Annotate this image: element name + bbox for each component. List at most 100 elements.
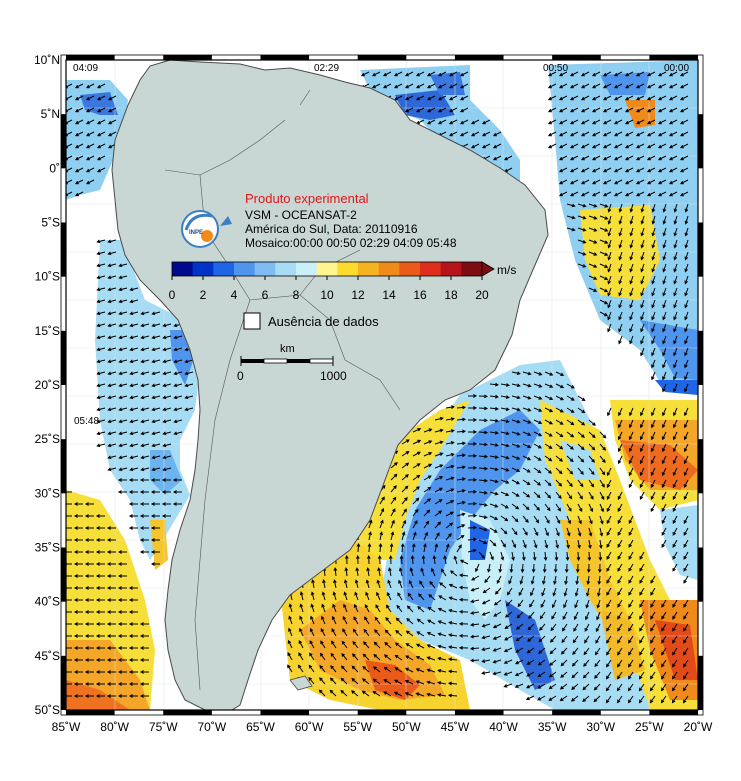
wind-arrow [564, 563, 569, 574]
wind-arrow [547, 143, 557, 149]
wind-arrow [434, 428, 444, 433]
wind-arrow [606, 503, 612, 513]
wind-arrow [640, 227, 645, 237]
scalebar-end: 1000 [320, 369, 347, 383]
wind-arrow [478, 454, 489, 459]
wind-arrow [374, 616, 381, 625]
wind-arrow [580, 155, 590, 161]
wind-arrow [74, 95, 84, 101]
wind-arrow [445, 500, 455, 505]
wind-arrow [624, 143, 634, 149]
wind-arrow [404, 95, 414, 101]
wind-arrow [150, 562, 160, 566]
wind-arrow [500, 539, 506, 548]
wind-arrow [662, 203, 667, 213]
wind-arrow [129, 467, 139, 472]
wind-arrow [299, 627, 304, 637]
wind-arrow [118, 383, 128, 388]
wind-arrow [673, 239, 678, 249]
wind-arrow [106, 538, 116, 542]
wind-arrow [624, 83, 634, 89]
wind-arrow [393, 71, 403, 77]
wind-arrow [617, 647, 623, 656]
lat-label: 40˚S [35, 595, 60, 609]
wind-arrow [351, 665, 359, 673]
wind-arrow [672, 527, 678, 536]
wind-arrow [184, 395, 194, 400]
wind-arrow [151, 371, 161, 376]
pass-time-0000: 00:00 [664, 63, 689, 74]
wind-arrow [661, 431, 667, 441]
frame-segment [698, 222, 703, 277]
wind-arrow [661, 467, 667, 477]
wind-arrow [606, 551, 612, 560]
wind-arrow [555, 431, 564, 438]
wind-arrow [379, 531, 384, 541]
wind-arrow [73, 538, 83, 542]
wind-arrow [173, 347, 183, 352]
wind-arrow [73, 646, 83, 650]
wind-arrow [607, 311, 612, 321]
wind-arrow [558, 143, 568, 149]
wind-arrow [467, 418, 478, 422]
frame-outline [60, 54, 704, 716]
frame-segment [260, 710, 310, 715]
wind-arrow [503, 659, 513, 664]
wind-arrow [575, 575, 579, 585]
wind-arrow [151, 431, 161, 436]
wind-arrow [672, 623, 678, 632]
wind-arrow [470, 622, 480, 627]
wind-arrow [129, 287, 139, 292]
wind-arrow [533, 467, 542, 474]
wind-arrow [426, 656, 436, 661]
wind-arrow [434, 440, 444, 445]
wind-arrow [84, 694, 94, 698]
wind-arrow [599, 287, 609, 293]
wind-arrow [662, 287, 667, 297]
wind-arrow [684, 275, 689, 285]
wind-arrow [657, 107, 667, 113]
wind-arrow [588, 515, 593, 525]
wind-arrow [106, 682, 116, 686]
no-data-swatch [243, 312, 261, 330]
wind-arrow [73, 622, 83, 626]
wind-arrow [66, 526, 72, 530]
wind-arrow [673, 323, 678, 333]
wind-arrow [515, 635, 524, 642]
wind-arrow [668, 167, 678, 173]
wind-arrow [679, 155, 689, 161]
wind-arrow [618, 251, 623, 261]
wind-arrow [95, 538, 105, 542]
wind-arrow [560, 659, 568, 667]
wind-arrow [672, 431, 678, 441]
wind-arrow [599, 467, 606, 476]
wind-arrow [84, 574, 94, 578]
wind-arrow [672, 551, 678, 560]
wind-arrow [547, 119, 557, 125]
wind-arrow [606, 539, 612, 548]
wind-arrow [683, 599, 689, 608]
wind-arrow [684, 215, 689, 225]
wind-arrow [564, 575, 568, 585]
wind-arrow [602, 95, 612, 101]
wind-arrow [379, 519, 384, 529]
wind-arrow [613, 107, 623, 113]
wind-arrow [635, 71, 645, 77]
wind-arrow [607, 407, 612, 417]
wind-arrow [117, 550, 127, 554]
wind-arrow [500, 383, 510, 387]
wind-arrow [140, 311, 150, 316]
wind-arrow [613, 155, 623, 161]
wind-arrow [470, 131, 480, 137]
wind-arrow [467, 537, 478, 542]
wind-arrow [129, 455, 139, 460]
wind-arrow [500, 491, 510, 496]
wind-arrow [106, 598, 116, 602]
wind-arrow [595, 635, 601, 644]
wind-arrow [140, 359, 150, 364]
wind-arrow [481, 599, 491, 605]
wind-arrow [629, 263, 634, 273]
wind-arrow [617, 515, 623, 525]
wind-arrow [526, 659, 535, 665]
wind-arrow [591, 107, 601, 113]
